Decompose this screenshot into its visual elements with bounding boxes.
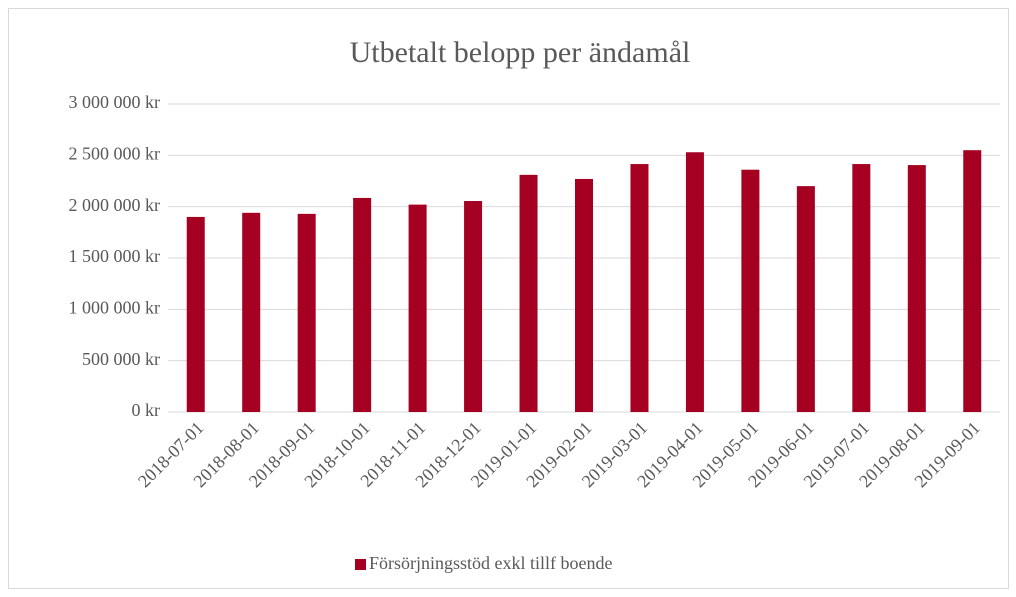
legend-label: Försörjningsstöd exkl tillf boende bbox=[369, 553, 612, 573]
bar bbox=[408, 204, 427, 412]
chart-title: Utbetalt belopp per ändamål bbox=[350, 36, 691, 69]
bar bbox=[796, 186, 815, 412]
y-tick-label: 2 000 000 kr bbox=[69, 195, 161, 215]
bar bbox=[519, 174, 538, 412]
legend-swatch bbox=[355, 559, 366, 570]
chart-frame bbox=[8, 8, 1009, 589]
bar bbox=[353, 197, 372, 412]
bar bbox=[297, 213, 316, 412]
bar bbox=[464, 201, 483, 412]
bar bbox=[186, 216, 205, 412]
bar bbox=[963, 150, 982, 412]
y-tick-label: 1 500 000 kr bbox=[69, 246, 161, 266]
y-tick-label: 2 500 000 kr bbox=[69, 143, 161, 163]
y-tick-label: 0 kr bbox=[132, 400, 161, 420]
y-tick-label: 1 000 000 kr bbox=[69, 297, 161, 317]
bar bbox=[852, 164, 871, 412]
bar bbox=[630, 164, 649, 412]
bar bbox=[907, 165, 926, 412]
y-tick-label: 500 000 kr bbox=[82, 349, 160, 369]
y-tick-label: 3 000 000 kr bbox=[69, 92, 161, 112]
bar bbox=[741, 169, 760, 412]
bar bbox=[242, 212, 261, 412]
bar bbox=[575, 178, 593, 412]
bar bbox=[685, 152, 704, 412]
